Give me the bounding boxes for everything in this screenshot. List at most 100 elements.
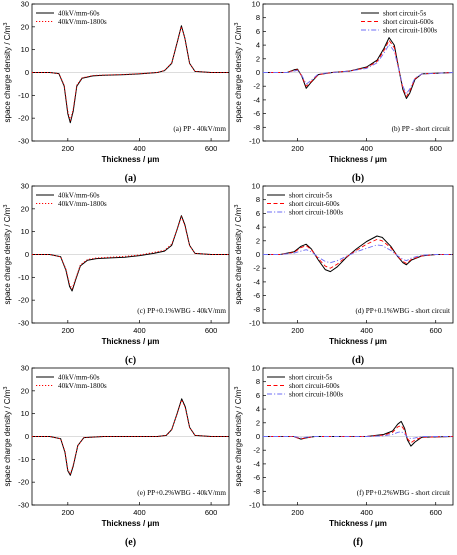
panel-caption: (f) — [353, 537, 363, 548]
series-line-1 — [263, 235, 453, 273]
panel-annotation: (f) PP+0.2%WBG - short circuit — [357, 489, 450, 497]
y-tick-label: 2 — [256, 418, 260, 427]
chart-panel-c: -30 -20 -10 0 10 20 30 200 400 600 40kV/mm-60s40kV… — [3, 182, 230, 366]
y-axis-label-text: space charge density / C/m — [3, 207, 12, 304]
panel-caption: (d) — [352, 355, 364, 366]
series-line-1 — [32, 215, 229, 292]
y-tick-label: -30 — [18, 137, 29, 146]
x-tick-label: 600 — [429, 144, 442, 153]
x-tick-label: 400 — [133, 144, 146, 153]
x-tick-label: 600 — [205, 326, 218, 335]
y-tick-label: 4 — [256, 41, 260, 50]
chart-panel-e: -30 -20 -10 0 10 20 30 200 400 600 40kV/mm-60s40kV… — [3, 364, 230, 548]
y-axis-label: space charge density / C/m3 — [3, 23, 12, 123]
y-tick-label: -10 — [249, 137, 260, 146]
y-tick-label: -4 — [253, 459, 260, 468]
panel-annotation: (c) PP+0.1%WBG - 40kV/mm — [137, 307, 226, 315]
y-axis-label-text: space charge density / C/m — [234, 25, 243, 122]
series-line-2 — [32, 399, 229, 475]
series-line-2 — [263, 425, 454, 444]
y-tick-label: 0 — [25, 432, 29, 441]
y-axis-label: space charge density / C/m3 — [3, 205, 12, 305]
y-axis-label-superscript: 3 — [234, 23, 240, 26]
y-tick-label: 20 — [21, 386, 29, 395]
y-tick-label: 20 — [21, 204, 29, 213]
y-tick-label: -20 — [18, 296, 29, 305]
panel-annotation: (e) PP+0.2%WBG - 40kV/mm — [137, 489, 226, 497]
y-tick-label: -8 — [253, 123, 260, 132]
y-tick-label: -10 — [249, 501, 260, 510]
y-tick-label: 2 — [256, 54, 260, 63]
series-line-2 — [32, 26, 229, 121]
legend-label: 40kV/mm-60s — [58, 374, 100, 382]
y-tick-label: 2 — [256, 236, 260, 245]
legend-label: short circuit-1800s — [289, 391, 343, 399]
y-tick-label: 0 — [256, 250, 260, 259]
y-tick-label: -6 — [253, 291, 260, 300]
y-tick-label: 6 — [256, 27, 260, 36]
x-axis-label: Thickness / μm — [102, 519, 160, 528]
y-tick-label: 30 — [21, 364, 29, 373]
legend-label: short circuit-1800s — [383, 27, 437, 35]
panel-annotation: (d) PP+0.1%WBG - short circuit — [356, 307, 450, 315]
y-tick-label: 10 — [252, 182, 260, 191]
y-axis-label: space charge density / C/m3 — [234, 205, 243, 305]
x-tick-label: 200 — [291, 508, 304, 517]
y-tick-label: 6 — [256, 209, 260, 218]
y-tick-label: 8 — [256, 377, 260, 386]
x-tick-label: 400 — [133, 508, 146, 517]
chart-panel-a: -30 -20 -10 0 10 20 30 200 400 600 40kV/mm-60s40kV… — [3, 0, 230, 184]
y-tick-label: -20 — [18, 114, 29, 123]
y-tick-label: -10 — [18, 273, 29, 282]
x-axis-label: Thickness / μm — [329, 155, 387, 164]
series-line-2 — [263, 39, 454, 97]
y-axis-label-superscript: 3 — [3, 23, 9, 26]
y-axis-label: space charge density / C/m3 — [3, 387, 12, 487]
y-axis-label-superscript: 3 — [234, 387, 240, 390]
y-tick-label: 10 — [21, 45, 29, 54]
series-line-1 — [32, 398, 229, 476]
y-axis-label: space charge density / C/m3 — [234, 387, 243, 487]
x-tick-label: 200 — [291, 326, 304, 335]
y-tick-label: 0 — [25, 250, 29, 259]
y-axis-label-superscript: 3 — [3, 205, 9, 208]
x-tick-label: 200 — [62, 326, 75, 335]
y-tick-label: -2 — [253, 446, 260, 455]
legend-label: short circuit-5s — [289, 192, 333, 200]
x-tick-label: 400 — [360, 326, 373, 335]
x-tick-label: 600 — [205, 144, 218, 153]
y-tick-label: -20 — [18, 478, 29, 487]
y-axis-label-superscript: 3 — [234, 205, 240, 208]
x-tick-label: 600 — [205, 508, 218, 517]
series-line-3 — [263, 431, 453, 440]
x-tick-label: 200 — [62, 144, 75, 153]
panel-caption: (e) — [125, 537, 136, 548]
legend-label: short circuit-600s — [289, 382, 340, 390]
y-tick-label: -2 — [253, 264, 260, 273]
y-tick-label: 10 — [21, 227, 29, 236]
x-tick-label: 400 — [133, 326, 146, 335]
y-tick-label: -4 — [253, 277, 260, 286]
series-line-2 — [32, 216, 229, 290]
legend-label: 40kV/mm-60s — [58, 192, 100, 200]
y-tick-label: -30 — [18, 501, 29, 510]
x-axis-label: Thickness / μm — [329, 519, 387, 528]
chart-panel-b: -10 -8 -6 -4 -2 0 2 4 6 8 10 200 400 600 short circuit… — [234, 0, 454, 184]
y-tick-label: 30 — [21, 182, 29, 191]
y-tick-label: -8 — [253, 487, 260, 496]
y-tick-label: -8 — [253, 305, 260, 314]
panel-annotation: (b) PP - short circuit — [392, 125, 450, 133]
y-tick-label: 4 — [256, 223, 260, 232]
panel-caption: (c) — [125, 355, 136, 366]
y-tick-label: 0 — [256, 432, 260, 441]
x-tick-label: 400 — [360, 144, 373, 153]
y-tick-label: 10 — [252, 0, 260, 9]
x-tick-label: 200 — [291, 144, 304, 153]
y-axis-label-text: space charge density / C/m — [3, 25, 12, 122]
y-tick-label: 0 — [25, 68, 29, 77]
y-tick-label: -10 — [18, 91, 29, 100]
x-axis-label: Thickness / μm — [102, 155, 160, 164]
y-tick-label: -2 — [253, 82, 260, 91]
y-axis-label: space charge density / C/m3 — [234, 23, 243, 123]
y-axis-label-text: space charge density / C/m — [3, 389, 12, 486]
